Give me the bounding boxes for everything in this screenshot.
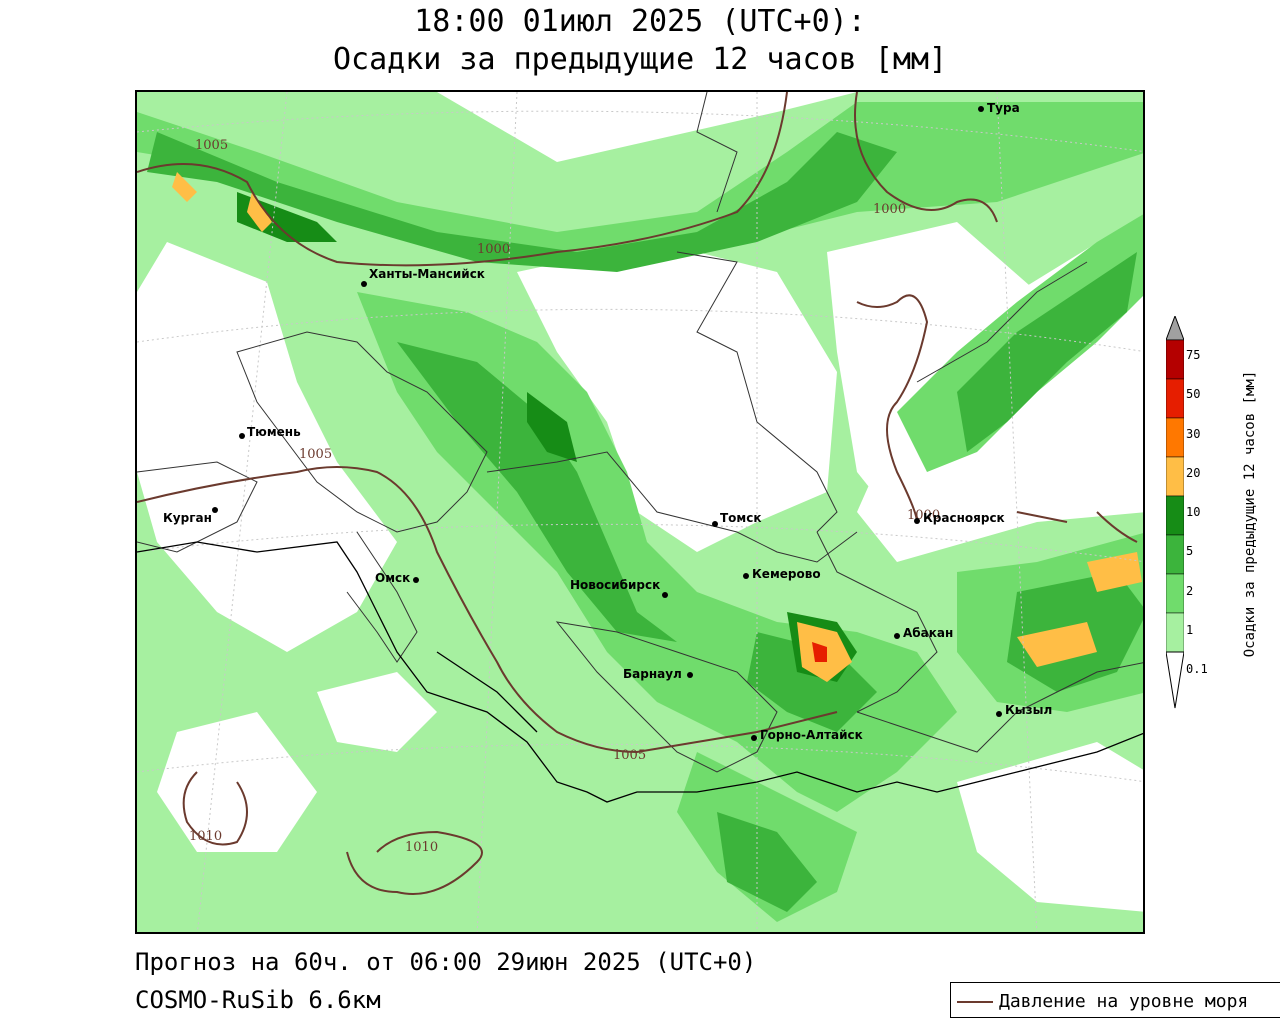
model-name: COSMO-RuSib 6.6км (135, 986, 381, 1014)
city-label-gorno-altaysk: Горно-Алтайск (760, 728, 863, 742)
city-dot (687, 672, 693, 678)
colorbar-bin (1166, 339, 1184, 380)
admin-borders (137, 92, 1143, 773)
city-label-kemerovo: Кемерово (752, 567, 821, 581)
precip-extreme (812, 642, 827, 662)
colorbar-tick: 10 (1186, 505, 1201, 519)
city-dot (914, 518, 920, 524)
pressure-line-swatch (957, 1001, 993, 1003)
map-canvas (137, 92, 1143, 932)
colorbar-over-arrow (1166, 316, 1184, 341)
precipitation-map: 1005 1000 1000 1000 1005 1005 1010 1010 … (135, 90, 1145, 934)
isobar-label: 1000 (873, 202, 907, 217)
isobar-label: 1005 (613, 748, 647, 763)
colorbar-bin (1166, 417, 1184, 458)
map-title-variable: Осадки за предыдущие 12 часов [мм] (332, 42, 948, 77)
isobars (137, 92, 1138, 895)
pressure-legend: Давление на уровне моря (950, 982, 1280, 1018)
city-label-omsk: Омск (375, 571, 411, 585)
city-label-kyzyl: Кызыл (1005, 703, 1053, 717)
city-dot (894, 633, 900, 639)
city-dot (662, 592, 668, 598)
city-dot (239, 433, 245, 439)
city-dot (996, 711, 1002, 717)
colorbar-tick: 1 (1186, 623, 1194, 637)
colorbar-bin (1166, 534, 1184, 575)
colorbar-tick: 30 (1186, 427, 1201, 441)
city-label-kurgan: Курган (163, 511, 212, 525)
city-dot (751, 735, 757, 741)
colorbar-tick: 5 (1186, 544, 1194, 558)
colorbar-tick: 50 (1186, 387, 1201, 401)
city-label-tomsk: Томск (720, 511, 762, 525)
precip-none (137, 222, 1143, 912)
city-label-novosibirsk: Новосибирск (570, 578, 661, 592)
city-dot (361, 281, 367, 287)
city-label-barnaul: Барнаул (623, 667, 682, 681)
city-dot (712, 521, 718, 527)
colorbar-bin (1166, 612, 1184, 653)
colorbar-tick: 2 (1186, 584, 1194, 598)
isobar-label: 1005 (299, 447, 333, 462)
city-dot (978, 106, 984, 112)
colorbar-bin (1166, 456, 1184, 497)
colorbar-bin (1166, 378, 1184, 419)
city-label-tura: Тура (987, 101, 1020, 115)
colorbar-bin (1166, 573, 1184, 614)
pressure-legend-label: Давление на уровне моря (999, 991, 1249, 1012)
colorbar-title: Осадки за предыдущие 12 часов [мм] (1242, 370, 1258, 658)
city-label-abakan: Абакан (903, 626, 954, 640)
graticule (137, 92, 1143, 932)
city-dot (413, 577, 419, 583)
isobar-label: 1010 (405, 840, 439, 855)
state-border (137, 541, 1143, 803)
colorbar-bin (1166, 495, 1184, 536)
city-label-tyumen: Тюмень (247, 425, 301, 439)
precip-colorbar (1166, 316, 1184, 709)
colorbar-tick: 20 (1186, 466, 1201, 480)
isobar-label: 1000 (477, 242, 511, 257)
isobar-label: 1005 (195, 138, 229, 153)
city-label-khanty-mansiysk: Ханты-Мансийск (369, 267, 485, 281)
colorbar-under-arrow (1166, 651, 1184, 709)
precip-heavy (147, 132, 1143, 912)
colorbar-tick: 75 (1186, 348, 1201, 362)
city-dot (212, 507, 218, 513)
isobar-label: 1010 (189, 829, 223, 844)
forecast-info: Прогноз на 60ч. от 06:00 29июн 2025 (UTC… (135, 948, 757, 976)
city-label-krasnoyarsk: Красноярск (923, 511, 1005, 525)
colorbar-tick: 0.1 (1186, 662, 1208, 676)
city-dot (743, 573, 749, 579)
map-title-time: 18:00 01июл 2025 (UTC+0): (414, 4, 866, 39)
